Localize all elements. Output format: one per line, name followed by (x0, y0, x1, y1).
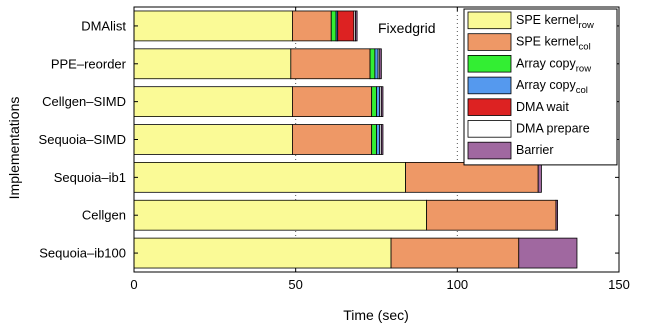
legend-swatch-array-copy-row (467, 55, 512, 73)
bar-sequoia-ib100-spe-kernel-row (133, 237, 392, 269)
legend-label-array-copy-row: Array copyrow (516, 56, 591, 74)
x-tick-label: 100 (446, 277, 468, 292)
legend-swatch-barrier (467, 141, 512, 160)
bar-sequoia-simd-barrier (380, 124, 384, 155)
y-tick-label: Cellgen–SIMD (42, 94, 126, 109)
bar-cellgen-simd-array-copy-row (371, 86, 377, 117)
legend-label-dma-wait: DMA wait (516, 100, 569, 114)
legend-swatch-dma-prepare (467, 120, 512, 138)
x-tick-label: 50 (288, 277, 302, 292)
legend: SPE kernelrow SPE kernelcol Array copyrow A… (463, 8, 618, 166)
bar-ppe-reorder-array-copy-row (369, 48, 376, 80)
legend-label-spe-kernel-col: SPE kernelcol (516, 35, 591, 53)
bar-cellgen-spe-kernel-col (426, 199, 557, 231)
bar-sequoia-ib100-spe-kernel-col (390, 237, 520, 269)
bar-cellgen-simd-array-copy-col (376, 86, 381, 117)
y-tick-label: DMAlist (81, 18, 126, 33)
bar-sequoia-simd-array-copy-col (376, 124, 381, 155)
y-tick-label: Sequoia–ib1 (54, 170, 126, 185)
bars (133, 10, 578, 269)
bar-sequoia-simd-spe-kernel-row (133, 124, 293, 155)
y-tick-label: PPE–reorder (51, 56, 127, 71)
bar-dmalist-array-copy-row (330, 10, 337, 42)
bar-sequoia-simd-array-copy-row (371, 124, 377, 155)
bar-sequoia-ib100-barrier (518, 237, 578, 269)
bar-dmalist-spe-kernel-row (133, 10, 293, 42)
legend-swatch-spe-kernel-row (467, 11, 512, 30)
legend-label-dma-prepare: DMA prepare (516, 122, 590, 136)
bar-sequoia-ib1-barrier (537, 162, 542, 193)
bar-ppe-reorder-spe-kernel-col (290, 48, 371, 80)
bar-sequoia-simd-spe-kernel-col (292, 124, 373, 155)
legend-label-array-copy-col: Array copycol (516, 78, 588, 96)
chart-annotation: Fixedgrid (378, 20, 436, 36)
bar-ppe-reorder-barrier (379, 48, 382, 80)
x-tick-label: 0 (130, 277, 137, 292)
bar-cellgen-spe-kernel-row (133, 199, 428, 231)
legend-swatch-spe-kernel-col (467, 33, 512, 51)
axis-ticks: DMAlist PPE–reorder Cellgen–SIMD Sequoia–SI… (39, 7, 630, 292)
bar-cellgen-simd-barrier (380, 86, 384, 117)
legend-label-spe-kernel-row: SPE kernelrow (516, 13, 594, 31)
bar-sequoia-ib1-spe-kernel-col (405, 162, 539, 193)
bar-ppe-reorder-spe-kernel-row (133, 48, 292, 80)
bar-dmalist-barrier (355, 10, 358, 42)
bar-ppe-reorder-array-copy-col (374, 48, 379, 80)
bar-sequoia-ib1-spe-kernel-row (133, 162, 407, 193)
y-tick-label: Sequoia–ib100 (39, 246, 126, 261)
bar-dmalist-spe-kernel-col (292, 10, 332, 42)
x-tick-label: 150 (608, 277, 630, 292)
bar-cellgen-barrier (555, 199, 558, 231)
x-axis-title: Time (sec) (343, 307, 409, 323)
bar-dmalist-dma-wait (337, 10, 355, 42)
legend-label-barrier: Barrier (516, 143, 554, 157)
legend-swatch-dma-wait (467, 98, 512, 116)
y-axis-title: Implementations (6, 97, 22, 200)
y-tick-label: Cellgen (82, 208, 126, 223)
y-tick-label: Sequoia–SIMD (39, 132, 126, 147)
bar-cellgen-simd-spe-kernel-col (292, 86, 373, 117)
legend-swatch-array-copy-col (467, 76, 512, 95)
bar-cellgen-simd-spe-kernel-row (133, 86, 293, 117)
